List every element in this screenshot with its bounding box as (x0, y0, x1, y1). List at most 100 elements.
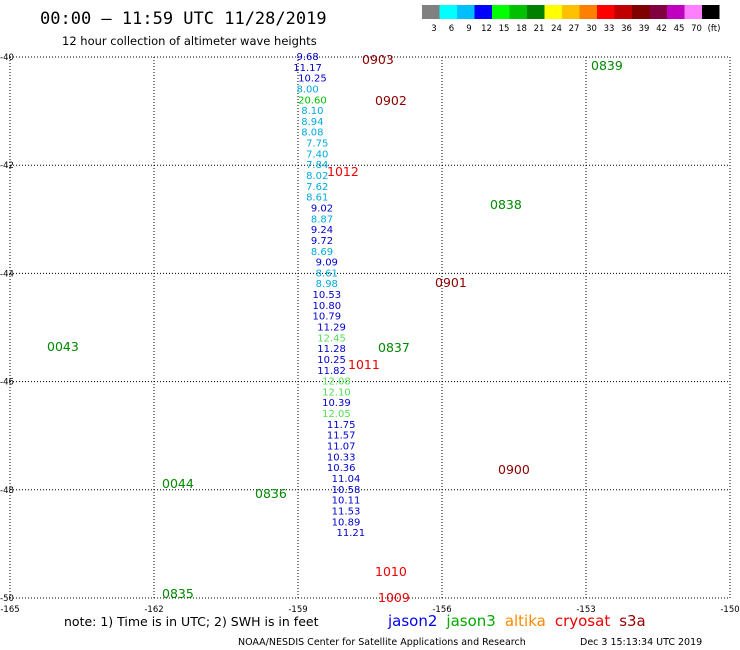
track-time-label: 0836 (255, 486, 287, 501)
track-time-label: 0837 (378, 340, 410, 355)
track-time-label: 0838 (490, 197, 522, 212)
track-time-label: 1012 (327, 164, 359, 179)
color-swatch (649, 5, 667, 19)
y-tick-label: -42 (0, 161, 14, 171)
x-tick-label: -165 (0, 605, 19, 615)
wave-height-value: 8.10 (301, 106, 323, 117)
wave-height-value: 8.94 (301, 117, 323, 128)
wave-height-value: 9.72 (311, 236, 333, 247)
wave-height-value: 11.75 (327, 420, 356, 431)
wave-height-value: 11.53 (332, 506, 361, 517)
data-points: 9.6811.1710.258.0020.608.108.948.087.757… (293, 52, 365, 539)
wave-height-value: 8.98 (316, 279, 338, 290)
track-time-label: 0902 (375, 93, 407, 108)
color-swatch (457, 5, 475, 19)
color-scale-label: 39 (639, 24, 650, 34)
color-scale-label: 21 (534, 24, 545, 34)
color-scale-label: 12 (481, 24, 492, 34)
x-tick-label: -162 (144, 605, 163, 615)
wave-height-value: 11.29 (317, 323, 346, 334)
chart-grid (9, 56, 731, 599)
wave-height-value: 7.40 (306, 149, 328, 160)
wave-height-value: 10.79 (312, 312, 341, 323)
page-subtitle: 12 hour collection of altimeter wave hei… (62, 34, 317, 48)
color-scale-legend: 3 6 9 12 15 18 21 24 27 30 33 36 39 42 45 70 (ft) (422, 5, 720, 34)
wave-height-value: 9.24 (311, 225, 333, 236)
satellite-name: jason2 (387, 612, 437, 630)
wave-height-value: 10.53 (312, 290, 341, 301)
color-scale-label: 27 (569, 24, 580, 34)
color-scale-label: 3 (431, 24, 436, 34)
track-time-label: 1011 (348, 357, 380, 372)
color-scale-label: 9 (466, 24, 471, 34)
x-tick-label: -156 (432, 605, 451, 615)
x-axis-ticks: -165 -162 -159 -156 -153 -150 (0, 605, 739, 615)
color-scale-label: 24 (551, 24, 562, 34)
wave-height-value: 12.10 (322, 387, 351, 398)
wave-height-value: 10.89 (332, 517, 361, 528)
wave-height-value: 9.68 (296, 52, 318, 63)
track-time-label: 1010 (375, 564, 407, 579)
wave-height-value: 11.17 (293, 63, 322, 74)
color-scale-label: 42 (656, 24, 667, 34)
track-time-label: 0044 (162, 476, 194, 491)
color-swatch (474, 5, 492, 19)
page-title: 00:00 – 11:59 UTC 11/28/2019 (40, 9, 327, 29)
color-swatch (527, 5, 545, 19)
wave-height-value: 11.28 (317, 344, 346, 355)
color-swatch (614, 5, 632, 19)
color-swatch (667, 5, 685, 19)
wave-height-value: 8.00 (296, 84, 318, 95)
color-swatch (702, 5, 720, 19)
color-scale-label: 15 (499, 24, 510, 34)
color-scale-label: 70 (691, 24, 702, 34)
wave-height-value: 10.11 (332, 496, 361, 507)
color-swatch (544, 5, 562, 19)
satellite-name: s3a (619, 612, 646, 630)
footer-credit: NOAA/NESDIS Center for Satellite Applica… (238, 637, 526, 648)
wave-height-value: 10.80 (312, 301, 341, 312)
wave-height-value: 12.05 (322, 409, 351, 420)
wave-height-value: 11.04 (332, 474, 361, 485)
color-swatch (509, 5, 527, 19)
wave-height-value: 20.60 (298, 95, 327, 106)
y-tick-label: -50 (0, 594, 14, 604)
track-time-label: 0900 (498, 462, 530, 477)
footer-note: note: 1) Time is in UTC; 2) SWH is in fe… (64, 614, 319, 629)
x-tick-label: -150 (720, 605, 739, 615)
color-swatch (422, 5, 440, 19)
wave-height-value: 8.61 (316, 268, 338, 279)
y-tick-label: -44 (0, 269, 14, 279)
track-time-label: 0901 (435, 275, 467, 290)
wave-height-value: 7.75 (306, 139, 328, 150)
color-swatch (562, 5, 580, 19)
satellite-name: jason3 (445, 612, 495, 630)
wave-height-value: 11.07 (327, 442, 356, 453)
x-tick-label: -159 (288, 605, 307, 615)
wave-height-value: 9.09 (316, 258, 338, 269)
track-time-label: 0839 (591, 58, 623, 73)
color-swatch (597, 5, 615, 19)
y-tick-label: -48 (0, 486, 14, 496)
wave-height-value: 10.36 (327, 463, 356, 474)
wave-height-value: 8.08 (301, 128, 323, 139)
y-tick-label: -40 (0, 53, 14, 63)
wave-height-value: 8.02 (306, 171, 328, 182)
color-swatch (439, 5, 457, 19)
wave-height-value: 12.08 (322, 377, 351, 388)
satellite-name: cryosat (555, 612, 610, 630)
track-time-label: 0043 (47, 339, 79, 354)
wave-height-value: 11.82 (317, 366, 346, 377)
y-axis-ticks: -40 -42 -44 -46 -48 -50 (0, 53, 14, 604)
wave-height-value: 10.25 (298, 74, 327, 85)
color-scale-label: 33 (604, 24, 615, 34)
track-time-label: 0835 (162, 586, 194, 601)
track-time-labels: 0903 0902 1012 0839 0838 0901 0043 0837 1011 0900… (47, 52, 623, 605)
wave-height-value: 7.62 (306, 182, 328, 193)
color-scale-label: 6 (449, 24, 454, 34)
color-swatch (684, 5, 702, 19)
color-swatch (492, 5, 510, 19)
color-scale-label: 18 (516, 24, 527, 34)
wave-height-value: 9.02 (311, 203, 333, 214)
